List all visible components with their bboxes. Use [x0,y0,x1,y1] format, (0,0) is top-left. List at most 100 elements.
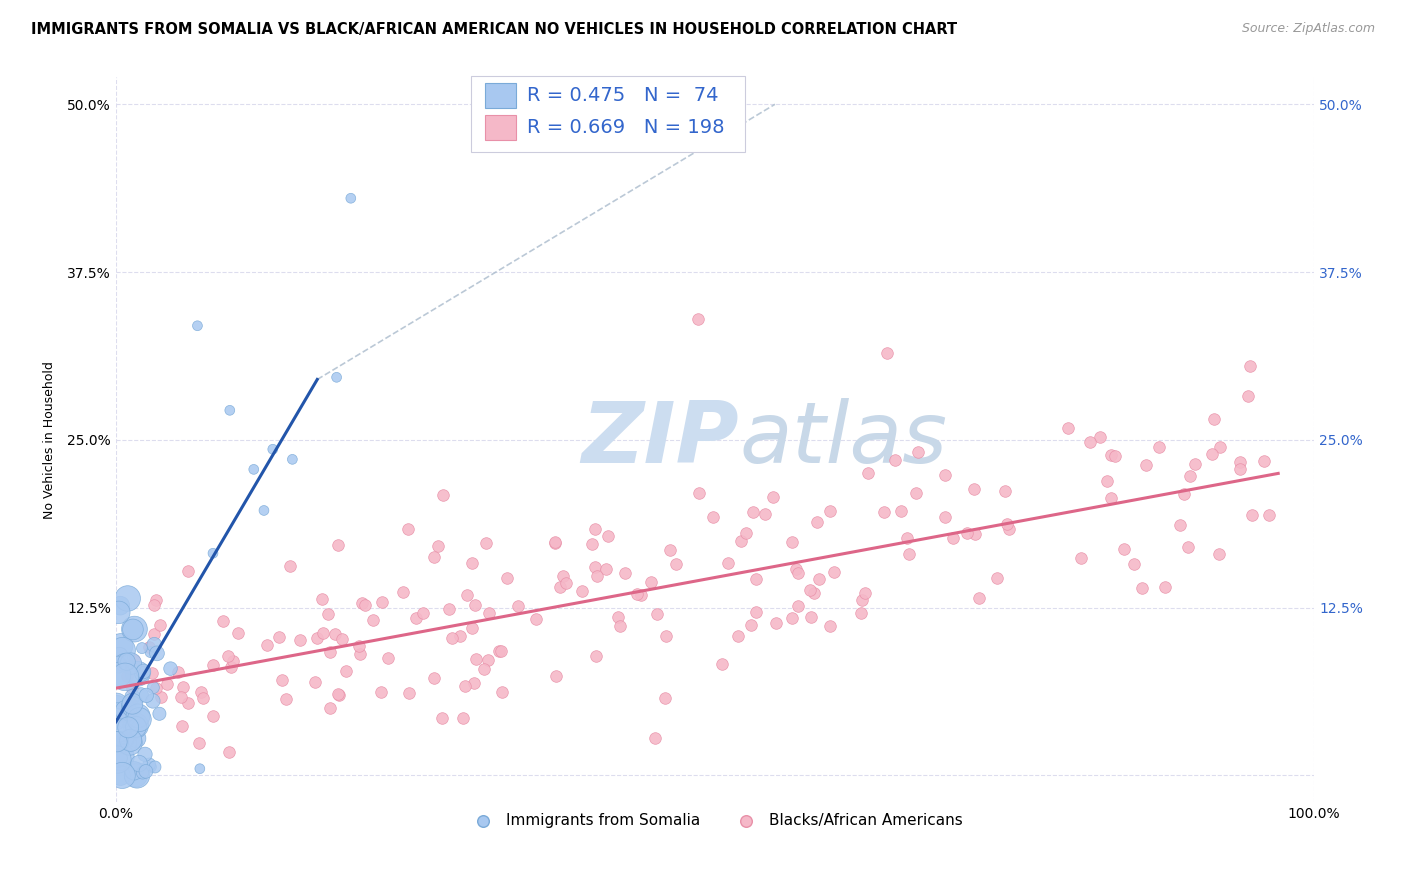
Point [107,606,129,620]
Point [1239,359,1261,373]
Text: atlas: atlas [740,399,948,482]
Point [472,662,495,676]
Point [107,751,129,765]
Point [201,709,224,723]
Point [110,768,132,782]
Point [555,575,578,590]
Point [120,733,142,747]
Point [465,652,488,666]
Point [328,688,350,702]
Point [1168,518,1191,533]
Point [1236,389,1258,403]
Point [478,606,501,620]
Y-axis label: No Vehicles in Household: No Vehicles in Household [44,361,56,519]
Point [108,648,131,663]
Point [118,695,141,709]
Point [114,732,136,747]
Point [477,652,499,666]
Point [270,673,292,687]
Point [658,543,681,558]
Point [934,510,956,524]
Point [138,757,160,772]
Point [124,622,146,636]
Point [305,631,328,645]
Point [177,696,200,710]
Point [125,768,148,782]
Point [1204,412,1226,426]
Point [127,709,149,723]
Point [121,697,143,711]
Point [319,701,342,715]
Point [686,312,709,326]
Point [107,753,129,767]
Point [202,657,225,672]
Point [325,370,347,384]
Point [544,534,567,549]
Point [702,510,724,524]
Point [274,692,297,706]
Point [159,662,181,676]
Point [108,723,131,738]
Point [201,546,224,560]
Point [218,403,240,417]
Point [963,482,986,496]
Point [640,574,662,589]
Point [370,685,392,699]
Point [188,762,211,776]
Point [118,736,141,750]
Point [166,665,188,679]
Point [818,618,841,632]
Point [454,679,477,693]
Point [125,720,148,734]
Point [142,694,165,708]
Point [963,527,986,541]
Point [785,561,807,575]
Point [122,764,145,778]
Point [1130,581,1153,595]
Point [461,556,484,570]
Point [128,713,150,727]
Point [312,626,335,640]
Point [186,318,208,333]
Point [740,618,762,632]
Point [267,630,290,644]
Point [139,645,162,659]
Point [1104,450,1126,464]
Text: IMMIGRANTS FROM SOMALIA VS BLACK/AFRICAN AMERICAN NO VEHICLES IN HOUSEHOLD CORRE: IMMIGRANTS FROM SOMALIA VS BLACK/AFRICAN… [31,22,957,37]
Point [609,618,631,632]
Point [107,734,129,748]
Point [423,671,446,685]
Point [1208,440,1230,454]
Point [1154,580,1177,594]
Point [319,645,342,659]
Point [340,191,363,205]
Point [426,539,449,553]
Point [762,490,785,504]
Point [1229,455,1251,469]
Point [1258,508,1281,522]
Point [897,547,920,561]
Point [655,628,678,642]
Point [117,720,139,734]
Point [997,522,1019,536]
Text: Source: ZipAtlas.com: Source: ZipAtlas.com [1241,22,1375,36]
Point [150,690,173,704]
Point [491,684,513,698]
Point [278,558,301,573]
Point [967,591,990,605]
Point [349,647,371,661]
Point [242,462,264,476]
Point [143,598,166,612]
Point [281,452,304,467]
Point [256,638,278,652]
Point [800,610,823,624]
Point [571,583,593,598]
Point [145,681,167,695]
Point [665,557,688,571]
Text: ZIP: ZIP [582,399,740,482]
Point [222,655,245,669]
Point [127,666,149,681]
Point [105,698,128,713]
Legend: Immigrants from Somalia, Blacks/African Americans: Immigrants from Somalia, Blacks/African … [461,807,969,835]
Point [323,627,346,641]
